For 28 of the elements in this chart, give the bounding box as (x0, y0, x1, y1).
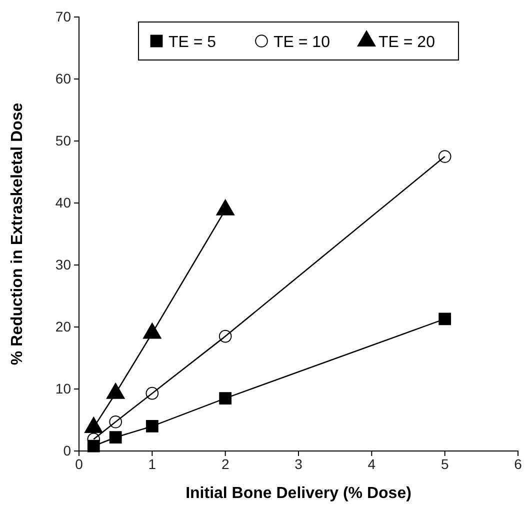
y-tick-label: 40 (55, 194, 72, 210)
y-tick-label: 30 (55, 256, 72, 272)
y-tick-label: 0 (63, 442, 72, 458)
y-tick-label: 50 (55, 132, 72, 148)
y-axis-title: % Reduction in Extraskeletal Dose (9, 102, 26, 366)
x-tick-label: 1 (148, 456, 156, 472)
legend-label: TE = 5 (168, 34, 216, 51)
point (438, 312, 452, 326)
legend-label: TE = 10 (274, 34, 330, 51)
legend-label: TE = 20 (378, 34, 436, 51)
point (438, 150, 452, 163)
x-axis-title: Initial Bone Delivery (% Dose) (186, 485, 412, 502)
y-tick-label: 70 (55, 8, 72, 24)
point (219, 392, 232, 404)
point (109, 415, 122, 428)
y-tick-label: 20 (55, 318, 72, 334)
point (146, 386, 159, 400)
x-tick-label: 0 (75, 456, 84, 472)
x-tick-label: 2 (221, 456, 230, 472)
point (109, 431, 122, 444)
y-tick-label: 60 (55, 70, 72, 86)
x-tick-label: 3 (294, 456, 303, 472)
x-tick-label: 4 (368, 456, 376, 472)
point (146, 420, 158, 432)
x-tick-label: 6 (514, 456, 522, 472)
x-tick-label: 5 (440, 456, 449, 472)
y-tick-label: 10 (55, 380, 72, 396)
point (218, 330, 232, 343)
